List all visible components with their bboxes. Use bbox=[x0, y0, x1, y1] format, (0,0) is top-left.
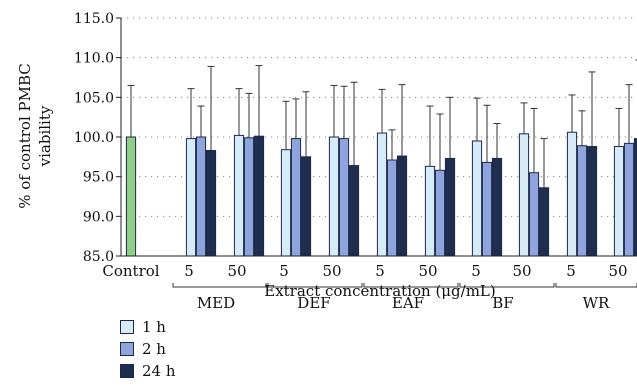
y-tick-label: 105.0 bbox=[74, 90, 114, 106]
legend-item: 2 h bbox=[120, 338, 176, 360]
y-axis-label-line2: viability bbox=[36, 105, 54, 167]
x-tick-label: 50 bbox=[227, 262, 246, 280]
y-tick-label: 100.0 bbox=[74, 130, 114, 146]
y-tick-label: 95.0 bbox=[83, 170, 114, 186]
bar bbox=[482, 162, 491, 256]
x-tick-label: 50 bbox=[608, 262, 627, 280]
bar bbox=[206, 150, 215, 256]
bar bbox=[539, 188, 548, 256]
legend-label: 2 h bbox=[142, 340, 166, 358]
bar bbox=[624, 143, 633, 256]
x-tick-label: 5 bbox=[471, 262, 481, 280]
bar bbox=[387, 160, 396, 256]
bar bbox=[329, 137, 338, 256]
bar bbox=[529, 173, 538, 256]
x-tick-label: 5 bbox=[279, 262, 289, 280]
legend-label: 1 h bbox=[142, 318, 166, 336]
bar bbox=[492, 158, 501, 256]
x-tick-label: 50 bbox=[512, 262, 531, 280]
x-tick-label: 5 bbox=[566, 262, 576, 280]
x-tick-label: 50 bbox=[322, 262, 341, 280]
bar bbox=[435, 170, 444, 256]
bar bbox=[577, 146, 586, 256]
bar bbox=[397, 156, 406, 256]
legend-item: 1 h bbox=[120, 316, 176, 338]
bar bbox=[614, 147, 623, 256]
bar bbox=[186, 139, 195, 256]
legend-swatch bbox=[120, 342, 134, 356]
bar bbox=[301, 157, 310, 256]
x-axis-label: Extract concentration (μg/mL) bbox=[180, 282, 580, 300]
group-label: WR bbox=[583, 294, 610, 310]
legend-label: 24 h bbox=[142, 362, 176, 380]
x-tick-label: 5 bbox=[375, 262, 385, 280]
y-tick-label: 115.0 bbox=[74, 11, 114, 27]
legend-swatch bbox=[120, 364, 134, 378]
bar bbox=[472, 141, 481, 256]
legend: 1 h 2 h 24 h bbox=[120, 316, 176, 382]
bar bbox=[339, 139, 348, 256]
bar bbox=[567, 132, 576, 256]
bar bbox=[349, 166, 358, 256]
legend-item: 24 h bbox=[120, 360, 176, 382]
legend-swatch bbox=[120, 320, 134, 334]
y-tick-label: 110.0 bbox=[74, 51, 114, 67]
bar bbox=[196, 137, 205, 256]
bar-control bbox=[126, 137, 135, 256]
x-tick-label: 50 bbox=[418, 262, 437, 280]
bar bbox=[234, 135, 243, 256]
x-tick-label-control: Control bbox=[102, 262, 159, 280]
bar bbox=[445, 158, 454, 256]
x-tick-label: 5 bbox=[184, 262, 194, 280]
bar bbox=[281, 150, 290, 256]
bar bbox=[254, 136, 263, 256]
bars bbox=[126, 132, 637, 256]
bar bbox=[519, 134, 528, 256]
bar bbox=[425, 166, 434, 256]
y-tick-label: 90.0 bbox=[83, 209, 114, 225]
bar bbox=[587, 147, 596, 256]
y-axis-label: % of control PMBC bbox=[16, 63, 34, 209]
x-axis-ticks: Control 5 50 5 50 5 50 5 50 5 50 bbox=[102, 262, 627, 280]
bar bbox=[244, 138, 253, 256]
bar bbox=[291, 139, 300, 256]
bar bbox=[377, 133, 386, 256]
